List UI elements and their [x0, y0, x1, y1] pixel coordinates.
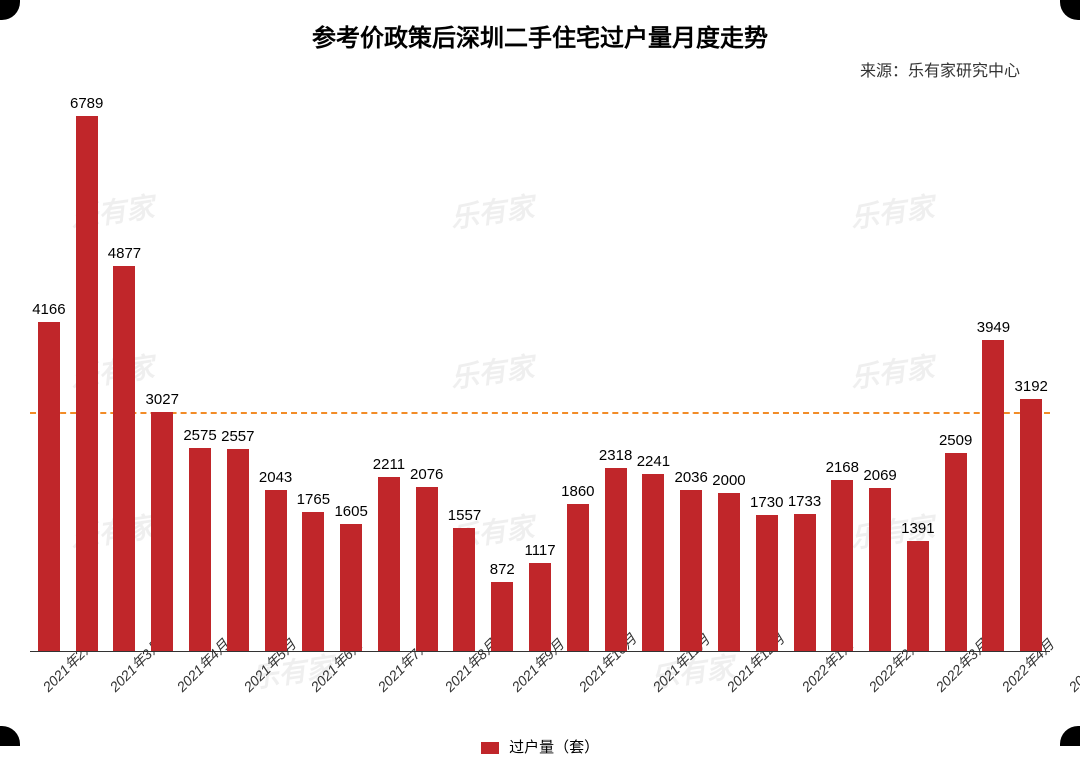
bar: [794, 514, 816, 651]
bar: [38, 322, 60, 651]
bar-slot: 2076: [408, 91, 446, 651]
legend-label: 过户量（套）: [509, 739, 599, 756]
bar-value-label: 2241: [637, 453, 670, 470]
bar-slot: 1117: [521, 91, 559, 651]
bar: [453, 528, 475, 651]
bar-value-label: 872: [490, 561, 515, 578]
bar: [76, 116, 98, 651]
bar: [302, 512, 324, 651]
bar-value-label: 3192: [1015, 378, 1048, 395]
bar: [227, 449, 249, 651]
bar-slot: 1733: [786, 91, 824, 651]
bar-slot: 2575: [181, 91, 219, 651]
bar-slot: 2557: [219, 91, 257, 651]
bar-value-label: 1860: [561, 483, 594, 500]
bar-slot: 2043: [257, 91, 295, 651]
bar-slot: 3027: [143, 91, 181, 651]
bar: [529, 563, 551, 651]
bar-slot: 2241: [635, 91, 673, 651]
bar-value-label: 2318: [599, 447, 632, 464]
bar-value-label: 2076: [410, 466, 443, 483]
bar-slot: 1765: [294, 91, 332, 651]
bar: [642, 474, 664, 651]
bar-value-label: 2000: [712, 472, 745, 489]
bar: [718, 493, 740, 651]
bar: [151, 412, 173, 651]
bar: [982, 340, 1004, 651]
plot-area: 乐有家乐有家乐有家乐有家乐有家乐有家乐有家乐有家乐有家乐有家乐有家 416667…: [30, 91, 1050, 651]
chart-container: 参考价政策后深圳二手住宅过户量月度走势 来源：乐有家研究中心 乐有家乐有家乐有家…: [0, 0, 1080, 746]
bar-slot: 1391: [899, 91, 937, 651]
legend-swatch: [481, 742, 499, 754]
bar-value-label: 4877: [108, 245, 141, 262]
bar-slot: 2000: [710, 91, 748, 651]
bar-slot: 3192: [1012, 91, 1050, 651]
bar-value-label: 1117: [524, 542, 555, 559]
legend: 过户量（套）: [20, 736, 1060, 757]
bar-value-label: 2168: [826, 459, 859, 476]
bar: [189, 448, 211, 651]
bar-value-label: 4166: [32, 301, 65, 318]
bar-value-label: 2211: [373, 456, 405, 473]
bar: [605, 468, 627, 651]
bar: [416, 487, 438, 651]
bar-slot: 4877: [106, 91, 144, 651]
bar-value-label: 3027: [146, 391, 179, 408]
x-axis: 2021年2月2021年3月2021年4月2021年5月2021年6月2021年…: [30, 652, 1050, 732]
bar-slot: 1557: [446, 91, 484, 651]
bar: [680, 490, 702, 651]
bar-slot: 2168: [823, 91, 861, 651]
bar-value-label: 1765: [297, 491, 330, 508]
bar-value-label: 2043: [259, 469, 292, 486]
bar-slot: 2318: [597, 91, 635, 651]
bar: [265, 490, 287, 651]
bar-value-label: 1391: [901, 520, 934, 537]
bar-value-label: 2069: [863, 467, 896, 484]
bar-value-label: 2509: [939, 432, 972, 449]
bar-slot: 6789: [68, 91, 106, 651]
bar: [378, 477, 400, 651]
bar: [869, 488, 891, 651]
bar-slot: 3949: [975, 91, 1013, 651]
bar: [340, 524, 362, 651]
bar: [113, 266, 135, 651]
bar-value-label: 1733: [788, 493, 821, 510]
bar: [491, 582, 513, 651]
bar-value-label: 2036: [674, 469, 707, 486]
bars-group: 4166 6789 4877 3027 2575 2557 2043 17651605 2211…: [30, 91, 1050, 651]
bar: [831, 480, 853, 651]
bar-value-label: 6789: [70, 95, 103, 112]
bar-slot: 1860: [559, 91, 597, 651]
bar: [945, 453, 967, 651]
bar-slot: 2036: [672, 91, 710, 651]
bar: [567, 504, 589, 651]
bar-slot: 1730: [748, 91, 786, 651]
bar: [756, 515, 778, 651]
bar-slot: 872: [483, 91, 521, 651]
bar: [1020, 399, 1042, 651]
bar-value-label: 1605: [334, 503, 367, 520]
chart-title: 参考价政策后深圳二手住宅过户量月度走势: [20, 18, 1060, 53]
bar-value-label: 1730: [750, 494, 783, 511]
bar-slot: 1605: [332, 91, 370, 651]
bar-slot: 2211: [370, 91, 408, 651]
bar-slot: 2509: [937, 91, 975, 651]
bar-value-label: 2575: [183, 427, 216, 444]
bar-slot: 4166: [30, 91, 68, 651]
chart-source: 来源：乐有家研究中心: [20, 57, 1060, 81]
bar-value-label: 2557: [221, 428, 254, 445]
bar-slot: 2069: [861, 91, 899, 651]
bar-value-label: 1557: [448, 507, 481, 524]
bar: [907, 541, 929, 651]
bar-value-label: 3949: [977, 319, 1010, 336]
